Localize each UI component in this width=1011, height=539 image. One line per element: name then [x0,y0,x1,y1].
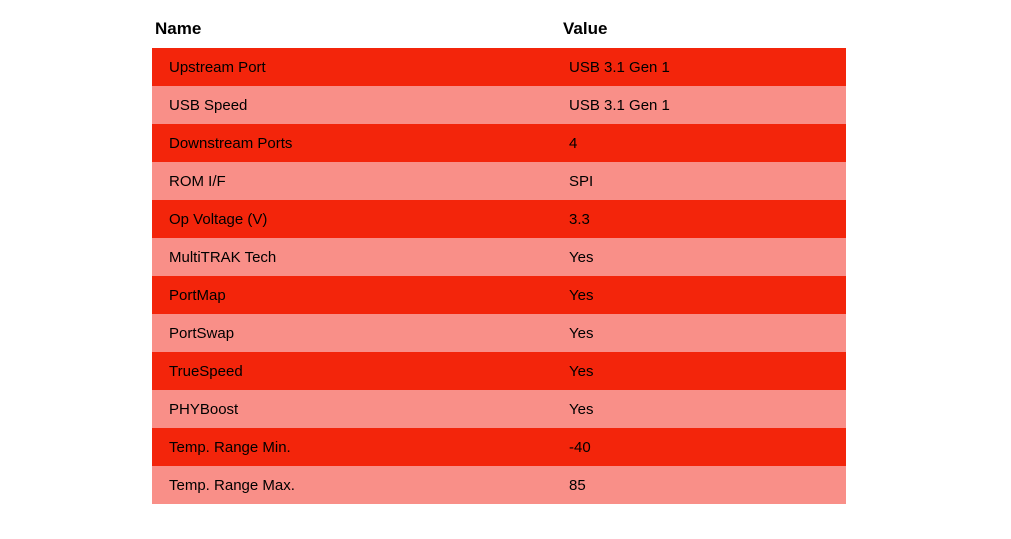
table-row: Upstream Port USB 3.1 Gen 1 [152,48,846,86]
table-row: Temp. Range Max. 85 [152,466,846,504]
row-name-cell: Temp. Range Min. [169,438,291,456]
row-name-cell: USB Speed [169,96,248,114]
row-name-cell: TrueSpeed [169,362,243,380]
row-value-cell: -40 [569,438,591,456]
row-value-cell: SPI [569,172,594,190]
column-header-name: Name [155,19,202,38]
table-row: PHYBoost Yes [152,390,846,428]
table-row: PortMap Yes [152,276,846,314]
table-row: USB Speed USB 3.1 Gen 1 [152,86,846,124]
table-row: PortSwap Yes [152,314,846,352]
row-name-cell: PHYBoost [169,400,239,418]
row-name-cell: Downstream Ports [169,134,293,152]
row-value-cell: 4 [569,134,578,152]
row-value-cell: 3.3 [569,210,590,228]
table-row: TrueSpeed Yes [152,352,846,390]
row-name-cell: PortMap [169,286,226,304]
table-row: MultiTRAK Tech Yes [152,238,846,276]
spec-table: Name Value Upstream Port USB 3.1 Gen 1 U… [152,10,846,504]
table-row: Temp. Range Min. -40 [152,428,846,466]
row-value-cell: Yes [569,248,594,266]
table-row: Op Voltage (V) 3.3 [152,200,846,238]
row-name-cell: MultiTRAK Tech [169,248,277,266]
column-header-value: Value [563,19,608,38]
row-name-cell: ROM I/F [169,172,226,190]
row-value-cell: USB 3.1 Gen 1 [569,58,670,76]
row-value-cell: Yes [569,362,594,380]
row-name-cell: PortSwap [169,324,235,342]
table-row: Downstream Ports 4 [152,124,846,162]
row-value-cell: USB 3.1 Gen 1 [569,96,670,114]
row-value-cell: Yes [569,324,594,342]
row-name-cell: Temp. Range Max. [169,476,295,494]
table-header-row: Name Value [152,10,846,48]
row-value-cell: Yes [569,286,594,304]
row-name-cell: Upstream Port [169,58,266,76]
row-name-cell: Op Voltage (V) [169,210,268,228]
row-value-cell: 85 [569,476,586,494]
row-value-cell: Yes [569,400,594,418]
table-row: ROM I/F SPI [152,162,846,200]
